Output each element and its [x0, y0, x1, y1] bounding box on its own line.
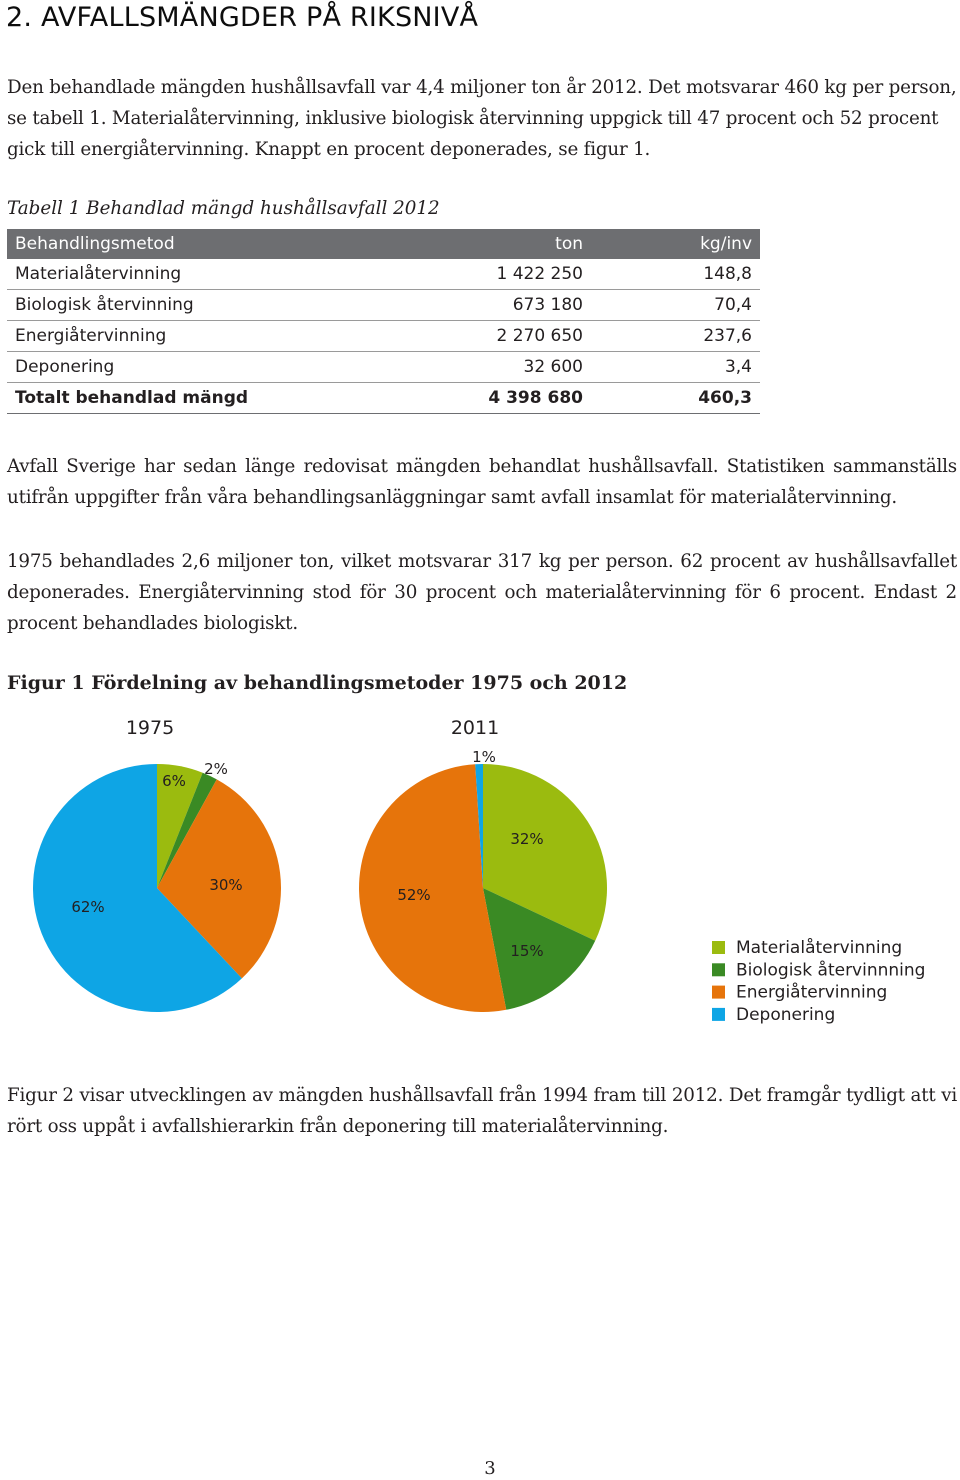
slice-label: 62%	[71, 898, 104, 916]
table-caption: Tabell 1 Behandlad mängd hushållsavfall …	[7, 198, 440, 219]
pie-slice	[475, 764, 483, 888]
pie-slice	[32, 764, 242, 1012]
text-line: utifrån uppgifter från våra behandlingsa…	[7, 487, 898, 508]
slice-label: 2%	[204, 760, 228, 778]
slice-label: 1%	[472, 748, 496, 766]
table-row: Biologisk återvinning 673 180 70,4	[7, 289, 760, 321]
table-cell: 148,8	[591, 259, 760, 290]
text-line: Figur 2 visar utvecklingen av mängden hu…	[7, 1085, 957, 1106]
body-paragraph: Figur 2 visar utvecklingen av mängden hu…	[7, 1080, 957, 1142]
legend-label: Energiåtervinning	[736, 982, 887, 1003]
text-line: procent behandlades biologiskt.	[7, 613, 298, 634]
body-paragraph: 1975 behandlades 2,6 miljoner ton, vilke…	[7, 546, 957, 639]
table-cell: 1 422 250	[395, 259, 591, 290]
legend-swatch	[712, 985, 725, 999]
table-cell: 3,4	[591, 351, 760, 383]
slice-label: 30%	[209, 876, 242, 894]
slice-label: 6%	[162, 772, 186, 790]
intro-paragraph: Den behandlade mängden hushållsavfall va…	[7, 72, 957, 165]
table-cell: Energiåtervinning	[7, 320, 395, 352]
pie-slice	[157, 764, 203, 888]
pie-slice	[483, 764, 608, 941]
table-header-row: Behandlingsmetod ton kg/inv	[7, 229, 760, 259]
pie-slice	[359, 764, 507, 1012]
text-line: 1975 behandlades 2,6 miljoner ton, vilke…	[7, 551, 957, 572]
table-cell: Deponering	[7, 351, 395, 383]
page-number: 3	[484, 1458, 496, 1479]
legend-label: Materialåtervinning	[736, 937, 902, 958]
pie-slice	[157, 779, 281, 979]
table-cell: 237,6	[591, 320, 760, 352]
legend-label: Biologisk återvinnning	[736, 959, 925, 980]
table-total-row: Totalt behandlad mängd 4 398 680 460,3	[7, 382, 760, 414]
table-cell: 4 398 680	[395, 382, 591, 414]
column-header: Behandlingsmetod	[7, 229, 395, 259]
text-line: gick till energiåtervinning. Knappt en p…	[7, 139, 651, 160]
text-line: se tabell 1. Materialåtervinning, inklus…	[7, 108, 939, 129]
pie-slice	[157, 772, 217, 888]
table-cell: 460,3	[591, 382, 760, 414]
body-paragraph: Avfall Sverige har sedan länge redovisat…	[7, 451, 957, 513]
waste-table: Behandlingsmetod ton kg/inv Materialåter…	[7, 229, 760, 414]
table-row: Energiåtervinning 2 270 650 237,6	[7, 320, 760, 352]
text-line: deponerades. Energiåtervinning stod för …	[7, 582, 957, 603]
table-cell: 2 270 650	[395, 320, 591, 352]
section-heading: 2. AVFALLSMÄNGDER PÅ RIKSNIVÅ	[6, 2, 479, 33]
pie-title: 1975	[126, 717, 174, 739]
pie-slice	[483, 888, 596, 1010]
table-cell: 70,4	[591, 289, 760, 321]
slice-label: 15%	[510, 942, 543, 960]
slice-label: 32%	[510, 830, 543, 848]
legend-swatch	[712, 963, 725, 977]
legend-swatch	[712, 941, 725, 954]
slice-label: 52%	[397, 886, 430, 904]
table-cell: Materialåtervinning	[7, 259, 395, 290]
table-row: Materialåtervinning 1 422 250 148,8	[7, 259, 760, 290]
text-line: Avfall Sverige har sedan länge redovisat…	[7, 456, 957, 477]
legend-label: Deponering	[736, 1005, 835, 1025]
legend-swatch	[712, 1007, 725, 1021]
table-row: Deponering 32 600 3,4	[7, 351, 760, 383]
table-cell: 32 600	[395, 351, 591, 383]
text-line: rört oss uppåt i avfallshierarkin från d…	[7, 1116, 669, 1137]
figure-title: Figur 1 Fördelning av behandlingsmetoder…	[7, 672, 628, 694]
column-header: kg/inv	[591, 229, 760, 259]
table-cell: 673 180	[395, 289, 591, 321]
table-cell: Totalt behandlad mängd	[7, 382, 395, 414]
pie-charts: 1975 6% 2% 30% 62% 2011 32% 15% 52% 1% Materialåte…	[32, 717, 925, 1025]
text-line: Den behandlade mängden hushållsavfall va…	[7, 77, 957, 98]
column-header: ton	[395, 229, 591, 259]
table-cell: Biologisk återvinning	[7, 289, 395, 321]
pie-title: 2011	[451, 717, 499, 739]
